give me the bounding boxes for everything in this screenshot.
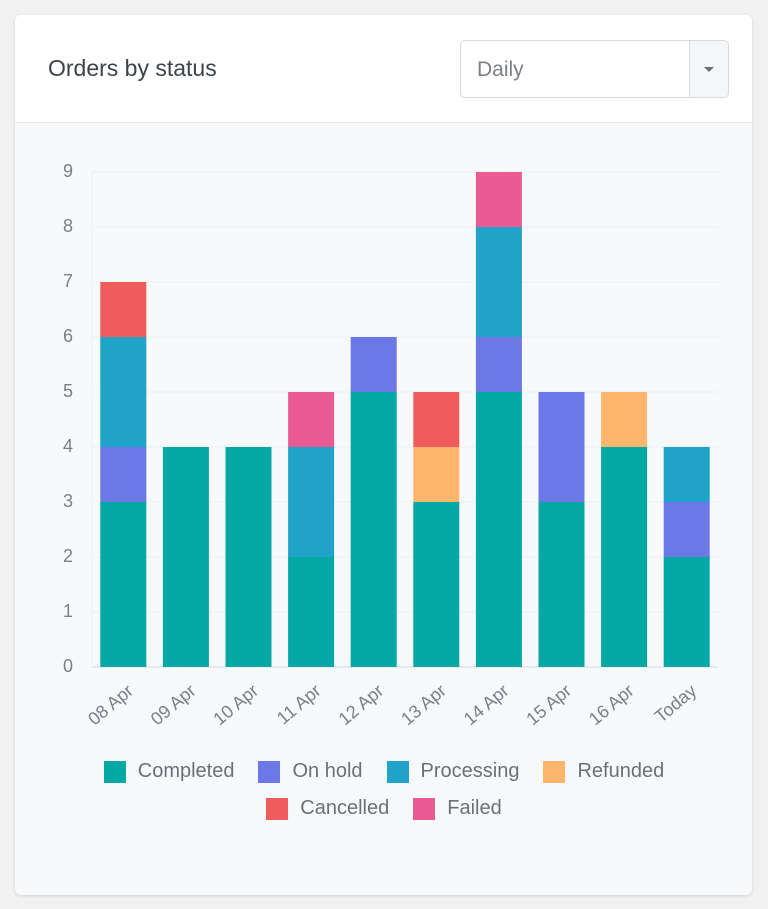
legend-label: Processing (420, 760, 520, 782)
bar-segment (350, 392, 397, 667)
legend-label: Completed (137, 760, 235, 782)
bar-segment (100, 502, 147, 667)
x-tick-label: 15 Apr (522, 680, 575, 729)
legend-swatch (543, 760, 566, 783)
x-tick-label: 09 Apr (147, 680, 200, 729)
bar-segment (288, 557, 335, 667)
y-tick-label: 9 (63, 161, 73, 181)
bar-segment (663, 502, 710, 557)
bar-segment (162, 447, 209, 667)
bar-segment (100, 282, 147, 337)
bar-segment (475, 392, 522, 667)
x-tick-label: 16 Apr (585, 680, 638, 729)
card-header: Orders by status Daily (15, 15, 752, 123)
x-tick-label: 13 Apr (397, 680, 450, 729)
legend-swatch (103, 760, 126, 783)
legend: Completed On hold Processing Refunded Cancel… (64, 760, 704, 820)
legend-item[interactable]: On hold (258, 760, 363, 783)
legend-item[interactable]: Failed (413, 797, 502, 820)
bar-segment (413, 502, 460, 667)
period-select[interactable]: Daily (460, 40, 729, 98)
legend-label: On hold (292, 760, 363, 782)
bar-segment (475, 172, 522, 227)
bar-segment (663, 557, 710, 667)
y-tick-label: 0 (63, 656, 73, 676)
y-tick-label: 1 (63, 601, 73, 621)
y-tick-label: 5 (63, 381, 73, 401)
bar-segment (100, 447, 147, 502)
legend-label: Failed (447, 797, 502, 819)
bar-segment (225, 447, 272, 667)
x-tick-label: 14 Apr (460, 680, 513, 729)
legend-label: Refunded (577, 760, 665, 782)
legend-swatch (258, 760, 281, 783)
y-tick-label: 8 (63, 216, 73, 236)
legend-swatch (386, 760, 409, 783)
y-tick-label: 3 (63, 491, 73, 511)
legend-label: Cancelled (300, 797, 390, 819)
x-tick-label: 11 Apr (273, 680, 325, 728)
legend-swatch (266, 797, 289, 820)
bar-segment (288, 447, 335, 557)
bar-segment (288, 392, 335, 447)
bar-segment (413, 447, 460, 502)
y-tick-label: 6 (63, 326, 73, 346)
x-tick-label: Today (651, 680, 701, 726)
legend-item[interactable]: Refunded (543, 760, 664, 783)
legend-swatch (413, 797, 436, 820)
y-tick-label: 7 (63, 271, 73, 291)
y-tick-label: 2 (63, 546, 73, 566)
y-tick-label: 4 (63, 436, 73, 456)
chart-title: Orders by status (48, 55, 217, 81)
bar-segment (538, 392, 585, 502)
bar-segment (601, 447, 648, 667)
legend-item[interactable]: Completed (103, 760, 235, 783)
bar-segment (475, 337, 522, 392)
bar-segment (350, 337, 397, 392)
bar-segment (475, 227, 522, 337)
select-arrow[interactable] (689, 41, 728, 97)
x-tick-label: 10 Apr (209, 680, 262, 729)
bar-segment (601, 392, 648, 447)
select-value: Daily (477, 58, 524, 81)
x-tick-label: 08 Apr (84, 680, 137, 729)
legend-item[interactable]: Cancelled (266, 797, 389, 820)
bar-segment (100, 337, 147, 447)
legend-item[interactable]: Processing (386, 760, 520, 783)
bar-segment (538, 502, 585, 667)
bar-segment (413, 392, 460, 447)
bar-segment (663, 447, 710, 502)
x-tick-label: 12 Apr (335, 680, 388, 729)
